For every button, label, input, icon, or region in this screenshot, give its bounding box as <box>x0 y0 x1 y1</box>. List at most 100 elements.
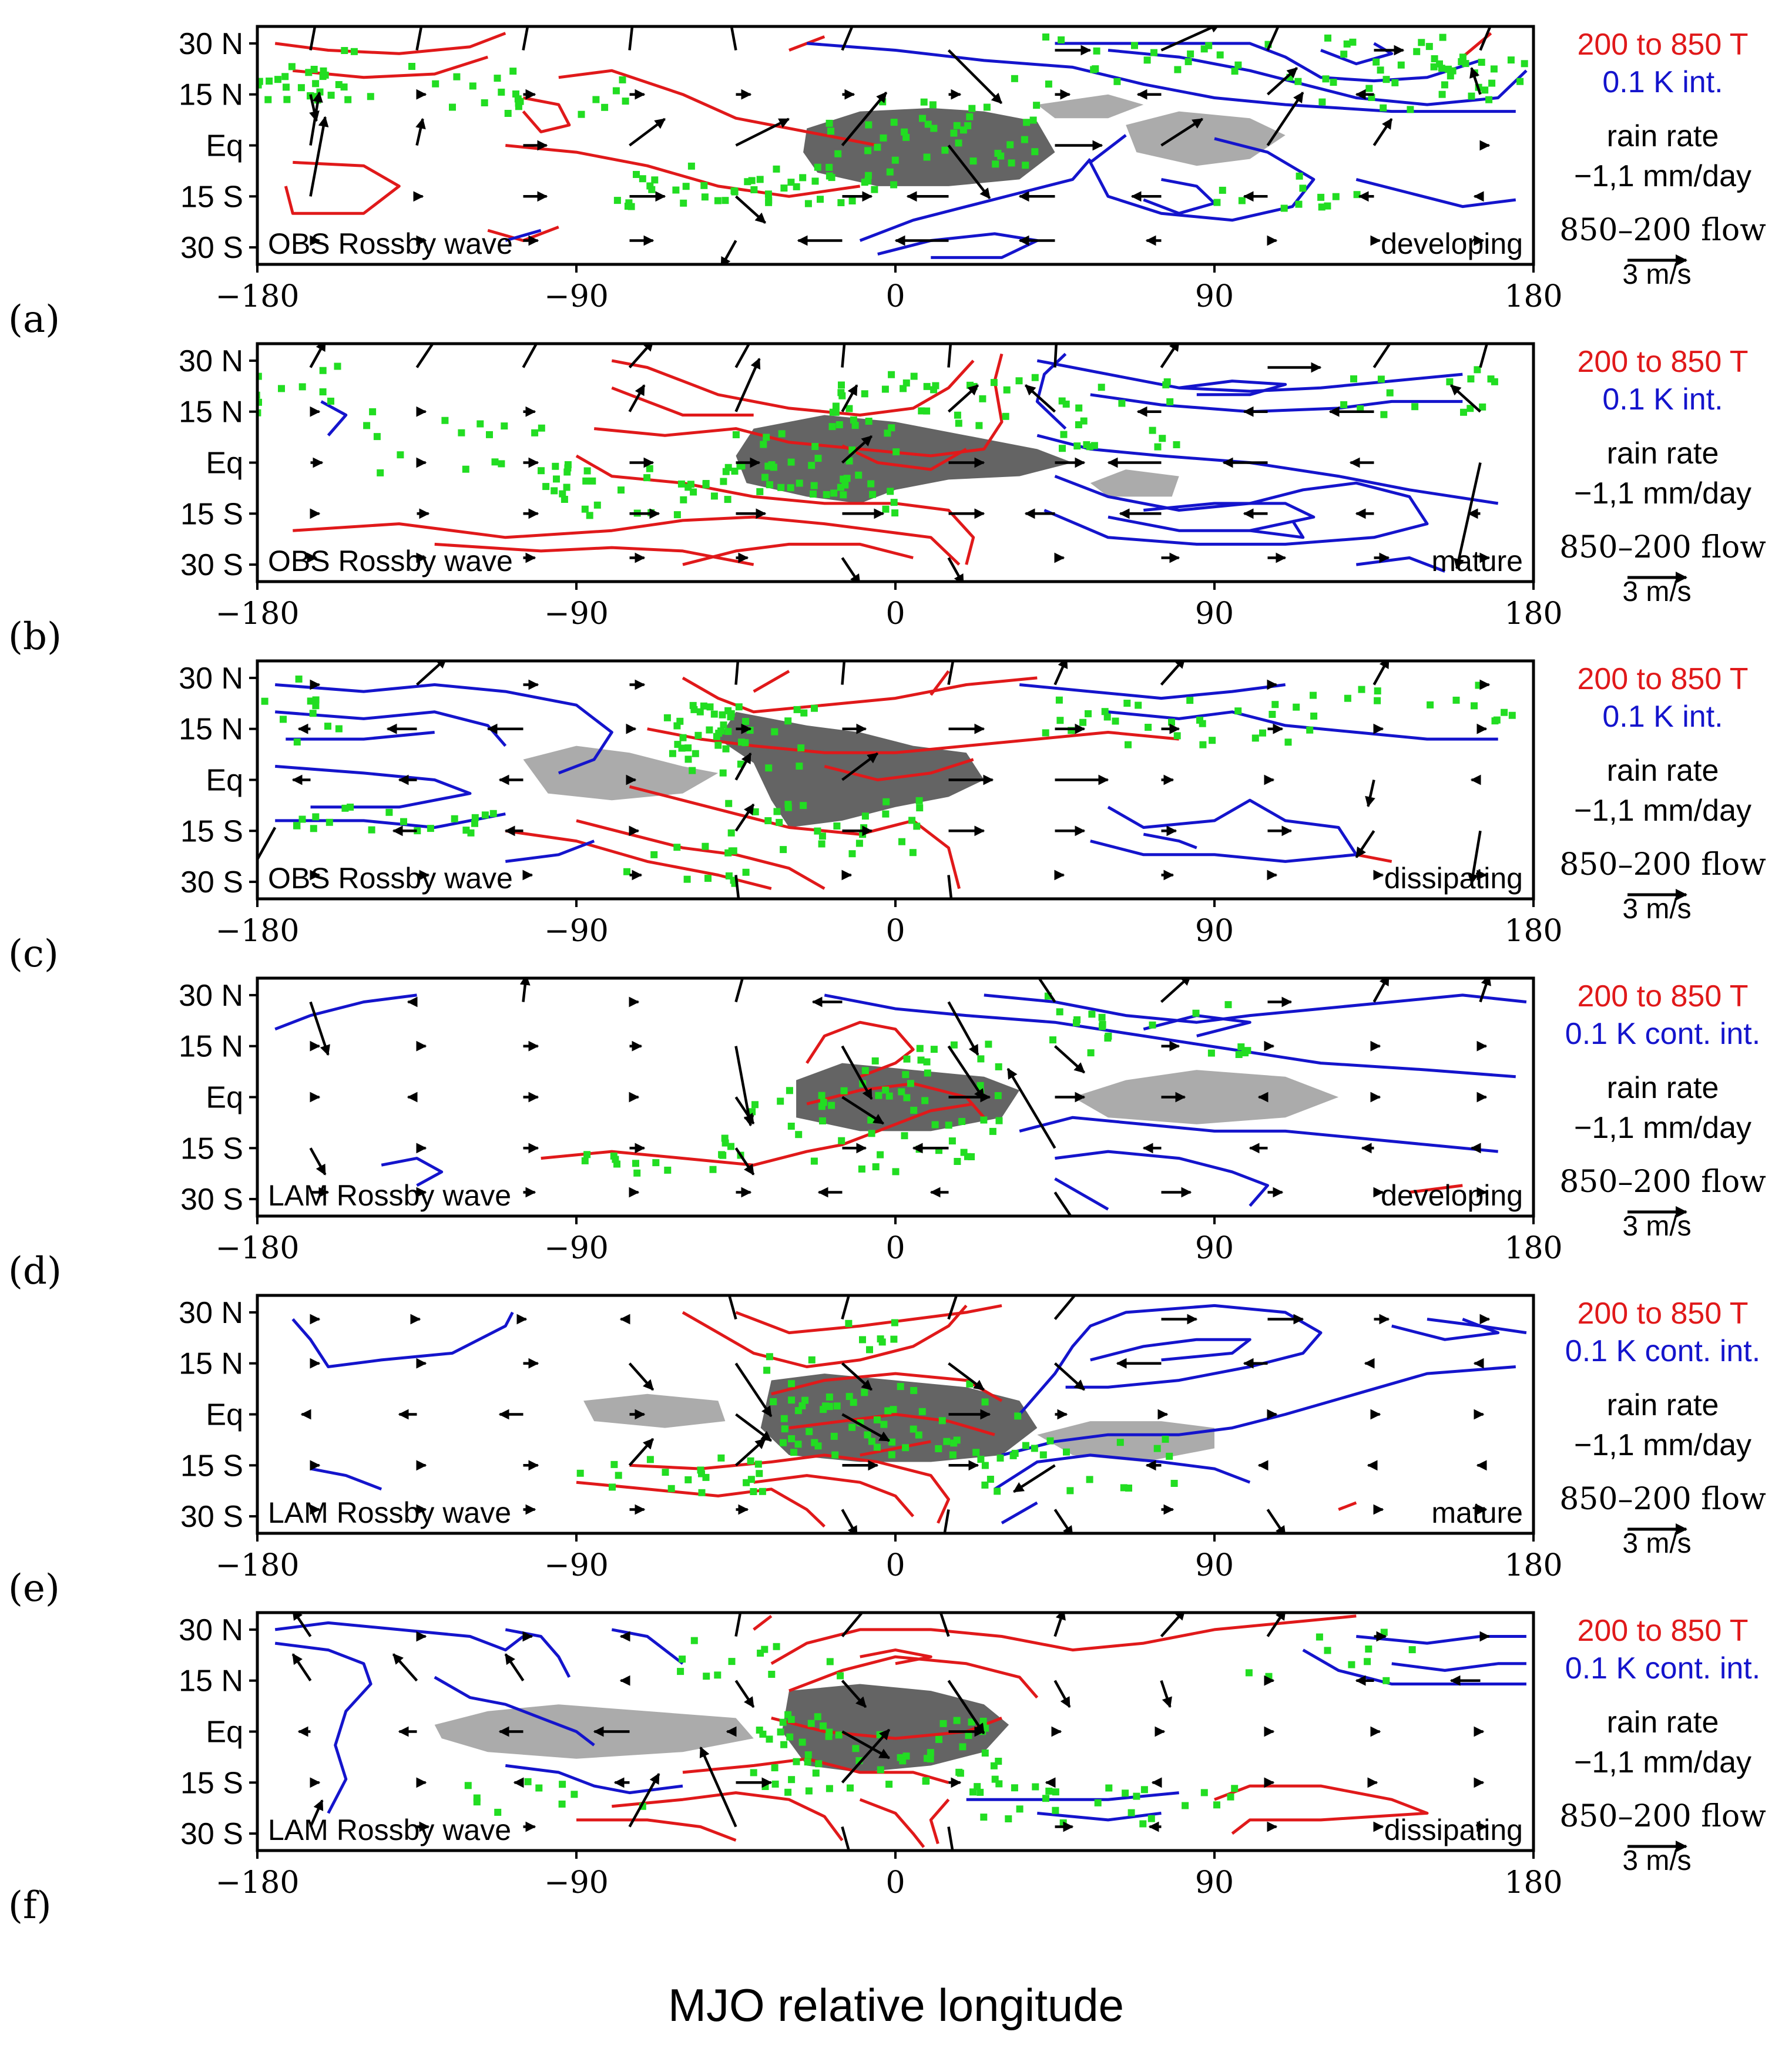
warm-contour <box>522 96 571 133</box>
x-tick-label: 90 <box>1195 596 1234 632</box>
rain-point <box>509 68 517 75</box>
rain-point <box>512 90 519 98</box>
flow-vector <box>1266 26 1280 51</box>
flow-vector <box>628 26 634 51</box>
panel-f: LAM Rossby wave dissipating 30 N 15 N Eq 15 S… <box>8 1611 1766 1928</box>
rain-point <box>1349 38 1357 46</box>
rain-point <box>1170 1480 1178 1487</box>
rain-point <box>1011 1784 1018 1792</box>
cold-contour <box>1355 177 1516 209</box>
rain-point <box>1182 1802 1189 1809</box>
rain-point <box>1125 741 1132 748</box>
rain-point <box>1075 404 1083 412</box>
rain-point <box>427 825 434 832</box>
cold-contour <box>1055 1150 1269 1207</box>
rain-point <box>683 875 691 883</box>
flow-vector <box>1160 117 1204 147</box>
rain-point <box>919 115 926 122</box>
rain-point <box>257 372 262 380</box>
rain-point <box>1094 1799 1102 1806</box>
warm-contour <box>576 1480 826 1528</box>
flow-vector <box>309 116 329 197</box>
flow-vector <box>947 49 1003 105</box>
rain-point <box>724 849 732 857</box>
rain-point <box>765 764 773 772</box>
rain-point <box>806 1428 813 1435</box>
rain-point <box>787 179 795 186</box>
flow-vector <box>1479 978 1491 1003</box>
rain-point <box>1031 1445 1038 1452</box>
rain-point <box>750 186 758 193</box>
flow-vector <box>1037 978 1056 1003</box>
rain-point <box>325 818 333 826</box>
rain-point <box>882 505 890 513</box>
rain-point <box>1153 1445 1161 1452</box>
rain-point <box>1147 1815 1155 1822</box>
x-tick-label: −90 <box>544 914 609 949</box>
rain-point <box>283 83 290 91</box>
x-tick-label: 0 <box>885 1865 905 1900</box>
warm-contour <box>293 515 961 566</box>
cold-contour <box>984 993 1527 1024</box>
cold-contour <box>274 1621 525 1652</box>
rain-point <box>990 379 998 387</box>
rain-point <box>690 706 698 713</box>
y-tick-label: 15 N <box>179 713 243 747</box>
cold-contour <box>505 1764 683 1795</box>
rain-point <box>1184 58 1192 65</box>
rain-point <box>1079 718 1087 726</box>
rain-point <box>312 813 320 821</box>
rain-point <box>958 1118 966 1125</box>
rain-point <box>794 1440 802 1448</box>
rain-point <box>747 1476 755 1483</box>
rain-point <box>891 156 899 164</box>
rain-point <box>471 820 478 827</box>
rain-point <box>979 1717 987 1725</box>
rain-point <box>920 98 928 106</box>
flow-vector <box>1053 661 1068 686</box>
cold-contour <box>1001 1501 1038 1524</box>
rain-point <box>902 1444 910 1452</box>
stage-label: developing <box>1381 1179 1523 1212</box>
rain-point <box>787 1715 795 1723</box>
rain-point <box>408 63 415 70</box>
rain-point <box>1430 63 1438 70</box>
rain-point <box>768 1671 776 1678</box>
y-tick-label: 30 N <box>179 344 243 378</box>
rain-point <box>882 798 890 805</box>
x-tick-label: 180 <box>1504 1548 1562 1583</box>
rain-point <box>669 750 676 757</box>
cold-contour <box>275 764 472 809</box>
rain-point <box>581 505 589 513</box>
rain-point <box>1478 59 1485 66</box>
rain-point <box>804 1758 811 1766</box>
rain-point <box>248 362 255 370</box>
rain-point <box>1149 1021 1156 1029</box>
rain-point <box>1397 61 1405 69</box>
rain-point <box>976 1788 984 1796</box>
flow-vector <box>1372 978 1390 1003</box>
y-tick-label: 15 N <box>179 1347 243 1381</box>
cold-contour <box>310 1467 382 1491</box>
flow-vector <box>734 1438 767 1466</box>
warm-contour <box>841 444 967 471</box>
rain-point <box>563 483 571 491</box>
rain-point <box>720 478 727 485</box>
warm-contour <box>788 35 825 52</box>
flow-vector <box>734 1613 742 1637</box>
cold-contour <box>1055 42 1481 83</box>
rain-point <box>915 797 923 804</box>
rain-point <box>1207 1049 1215 1057</box>
legend-reference-speed: 3 m/s <box>1622 576 1691 607</box>
rain-point <box>1446 378 1454 385</box>
rain-point <box>800 709 808 717</box>
plot-area <box>257 26 1528 264</box>
rain-point <box>1452 696 1460 704</box>
rain-point <box>875 1092 882 1099</box>
rain-point <box>804 200 812 207</box>
rain-point <box>761 474 769 481</box>
rain-point <box>538 424 545 432</box>
rain-point <box>892 448 900 456</box>
rain-point <box>1332 193 1340 200</box>
rain-point <box>756 176 764 183</box>
